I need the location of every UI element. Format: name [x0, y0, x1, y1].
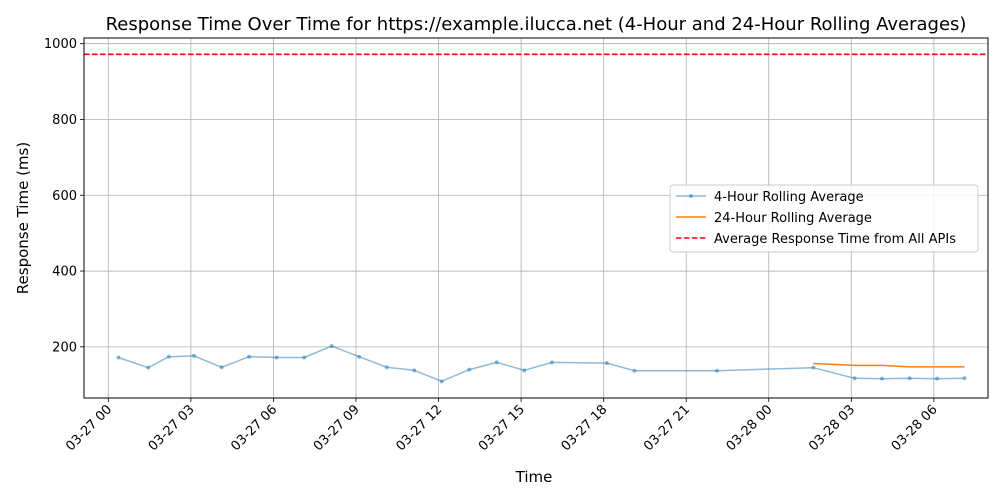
data-point: [384, 365, 389, 370]
data-point: [302, 355, 307, 360]
x-tick-label: 03-27 03: [146, 402, 198, 454]
legend-marker-4h: [689, 194, 693, 198]
series-line: [813, 362, 965, 368]
x-tick-label: 03-27 21: [641, 402, 693, 454]
data-point: [439, 379, 444, 384]
data-point: [247, 354, 252, 359]
chart-title: Response Time Over Time for https://exam…: [106, 14, 967, 35]
data-point: [935, 376, 940, 381]
x-tick-label: 03-28 06: [889, 402, 941, 454]
data-point: [146, 365, 151, 370]
x-tick-label: 03-28 00: [724, 402, 776, 454]
x-tick-label: 03-27 18: [559, 402, 611, 454]
data-point: [274, 355, 279, 360]
legend-item-avg: Average Response Time from All APIs: [676, 232, 956, 247]
data-point: [549, 360, 554, 365]
data-point: [880, 376, 885, 381]
data-point: [467, 367, 472, 372]
y-tick-label: 200: [52, 340, 77, 355]
data-point: [329, 344, 334, 349]
series-4h-rolling-average: [116, 344, 967, 384]
legend: 4-Hour Rolling Average 24-Hour Rolling A…: [669, 184, 979, 253]
series-layer: [116, 344, 967, 384]
legend-label-4h: 4-Hour Rolling Average: [714, 190, 864, 205]
x-axis-label: Time: [515, 468, 553, 486]
x-tick-label: 03-27 12: [393, 402, 445, 454]
y-tick-label: 400: [52, 265, 77, 280]
series-24h-rolling-average: [813, 362, 965, 368]
y-axis: 200 400 600 800 1000: [44, 37, 84, 355]
x-tick-label: 03-28 03: [806, 402, 858, 454]
x-tick-label: 03-27 15: [476, 402, 528, 454]
data-point: [357, 354, 362, 359]
legend-label-avg: Average Response Time from All APIs: [714, 232, 956, 247]
legend-item-24h: 24-Hour Rolling Average: [676, 211, 872, 226]
x-tick-label: 03-27 00: [63, 402, 115, 454]
data-point: [522, 368, 527, 373]
data-point: [632, 368, 637, 373]
y-tick-label: 800: [52, 113, 77, 128]
y-tick-label: 1000: [44, 37, 77, 52]
data-point: [116, 355, 121, 360]
data-point: [962, 376, 967, 381]
data-point: [219, 365, 224, 370]
legend-item-4h: 4-Hour Rolling Average: [676, 190, 864, 205]
x-tick-label: 03-27 09: [311, 402, 363, 454]
data-point: [852, 376, 857, 381]
data-point: [494, 360, 499, 365]
y-axis-label: Response Time (ms): [14, 142, 32, 294]
x-tick-label: 03-27 06: [228, 402, 280, 454]
legend-label-24h: 24-Hour Rolling Average: [714, 211, 872, 226]
data-point: [166, 354, 171, 359]
data-point: [907, 376, 912, 381]
y-tick-label: 600: [52, 189, 77, 204]
data-point: [714, 368, 719, 373]
plot-frame: [83, 37, 989, 399]
data-point: [192, 353, 197, 358]
data-point: [604, 361, 609, 366]
series-line: [118, 345, 965, 383]
data-point: [412, 368, 417, 373]
x-axis: 03-27 00 03-27 03 03-27 06 03-27 09 03-27 12…: [63, 398, 941, 454]
legend-box: [669, 184, 979, 253]
data-point: [811, 365, 816, 370]
